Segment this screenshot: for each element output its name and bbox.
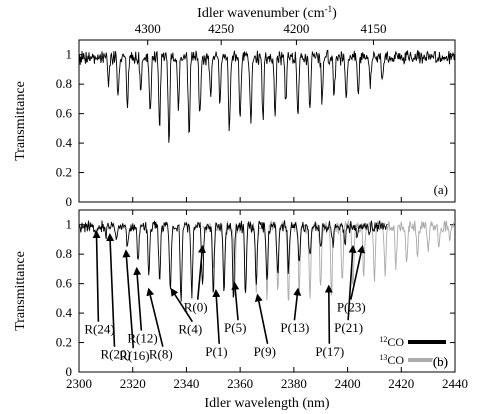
- line-label: R(24): [84, 322, 114, 337]
- xtick-label: 2440: [442, 376, 468, 391]
- annotation-arrow: [92, 230, 101, 322]
- line-label: R(0): [184, 300, 208, 315]
- line-assignments: R(24) R(20)R(16) R(12)R(8) R(4) R(0) P(1) P(5)…: [84, 230, 366, 363]
- panel-b-label: (b): [433, 354, 448, 369]
- annotation-arrow: [293, 287, 302, 321]
- panel-a-label: (a): [434, 182, 448, 197]
- line-label: R(20): [100, 347, 130, 362]
- top-axis-title: Idler wavenumber (cm-1): [197, 4, 337, 21]
- panel-a-spectrum-line: [79, 49, 455, 143]
- panel-a-ytick-label: 0.6: [56, 106, 73, 121]
- annotation-arrow: [146, 287, 164, 347]
- legend-label-13co: 13CO: [379, 353, 404, 368]
- panel-b-ytick-label: 0: [66, 364, 73, 379]
- panel-b-ylabel: Transmittance: [13, 251, 28, 331]
- panel-b: 0 0.2 0.4 0.6 0.8 1 2300 2320 2340 2360 2380 2400 24…: [56, 209, 468, 391]
- xtick-label: 2380: [281, 376, 307, 391]
- annotation-arrow: [106, 233, 116, 347]
- line-label: R(12): [127, 331, 157, 346]
- line-label: P(21): [334, 320, 363, 335]
- panel-a-ylabel: Transmittance: [13, 81, 28, 161]
- annotation-arrow: [254, 293, 269, 344]
- line-label: R(16): [119, 348, 149, 363]
- panel-a-ytick-label: 0.4: [56, 135, 73, 150]
- legend-label-12co: 12CO: [379, 335, 404, 350]
- line-label: P(1): [205, 344, 227, 359]
- line-label: P(5): [224, 320, 246, 335]
- panel-a-ytick-label: 1: [66, 47, 73, 62]
- xtick-label: 2420: [388, 376, 414, 391]
- legend: 12CO 13CO: [379, 335, 446, 368]
- panel-a: 0 0.2 0.4 0.6 0.8 1 4300 4250 4200 4150 (a): [56, 21, 456, 209]
- xtick-label: 2340: [173, 376, 199, 391]
- xtick-label: 2320: [120, 376, 146, 391]
- bottom-axis-title: Idler wavelength (nm): [204, 396, 330, 411]
- annotation-arrow: [231, 281, 240, 321]
- panel-b-frame: [78, 209, 456, 373]
- top-xtick-label: 4250: [208, 21, 234, 36]
- annotation-arrow: [196, 244, 206, 300]
- line-label: P(23): [337, 300, 366, 315]
- annotation-arrow: [212, 289, 221, 344]
- series-12co-line: [79, 219, 388, 302]
- line-label: R(8): [149, 347, 173, 362]
- line-label: P(17): [315, 344, 344, 359]
- xtick-label: 2360: [227, 376, 253, 391]
- annotation-arrow: [324, 284, 333, 344]
- panel-a-ytick-label: 0.8: [56, 76, 72, 91]
- annotation-arrow: [122, 249, 135, 349]
- line-label: R(4): [178, 322, 202, 337]
- top-xtick-label: 4200: [283, 21, 309, 36]
- xtick-label: 2300: [66, 376, 92, 391]
- panel-b-label-text: (b): [433, 354, 448, 369]
- panel-b-ytick-label: 1: [66, 217, 73, 232]
- panel-b-ytick-label: 0.8: [56, 246, 72, 261]
- annotation-arrow: [133, 266, 143, 331]
- annotation-arrow: [170, 287, 194, 323]
- panel-b-ytick-label: 0.2: [56, 335, 72, 350]
- panel-b-ytick-label: 0.4: [56, 305, 73, 320]
- top-xtick-label: 4300: [135, 21, 161, 36]
- line-label: P(13): [280, 320, 309, 335]
- annotation-arrow: [347, 244, 357, 321]
- xtick-label: 2400: [335, 376, 361, 391]
- top-xtick-label: 4150: [360, 21, 386, 36]
- panel-a-frame: [78, 39, 456, 203]
- annotation-arrow: [350, 244, 365, 300]
- line-label: P(9): [254, 344, 276, 359]
- panel-a-ytick-label: 0.2: [56, 165, 72, 180]
- panel-b-ytick-label: 0.6: [56, 276, 73, 291]
- panel-a-ytick-label: 0: [66, 194, 73, 209]
